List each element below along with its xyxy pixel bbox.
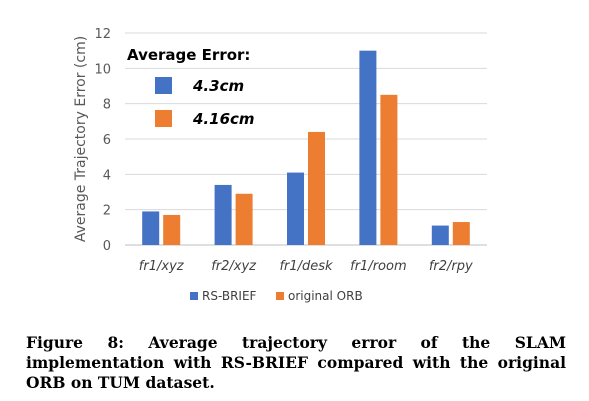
annotation-swatch-rs-brief — [155, 77, 172, 94]
annotation-value-original-orb: 4.16cm — [192, 110, 255, 128]
bar-rs-brief-fr1-room — [359, 50, 377, 245]
y-axis-label: Average Trajectory Error (cm) — [73, 36, 89, 242]
y-tick-label: 10 — [94, 62, 111, 77]
bar-rs-brief-fr2-xyz — [214, 184, 232, 245]
y-axis-ticks: 0 2 4 6 8 10 12 — [94, 27, 111, 254]
annotation-swatch-original-orb — [155, 110, 172, 127]
y-tick-label: 6 — [103, 133, 111, 148]
figure-caption: Figure 8: Average trajectory error of th… — [26, 333, 566, 392]
bar-chart: 0 2 4 6 8 10 12 fr1/xyz fr2/xyz fr1/desk fr1/room… — [73, 27, 487, 303]
legend-swatch-original-orb — [276, 292, 284, 300]
legend: RS-BRIEF original ORB — [190, 289, 363, 303]
x-category-label: fr1/xyz — [139, 259, 185, 274]
bars — [142, 50, 470, 245]
annotation-value-rs-brief: 4.3cm — [192, 77, 244, 95]
gridlines — [125, 32, 487, 246]
bar-rs-brief-fr1-xyz — [142, 211, 160, 245]
x-category-label: fr2/xyz — [211, 259, 257, 274]
x-category-label: fr1/room — [350, 259, 407, 274]
y-tick-label: 12 — [94, 27, 111, 42]
y-tick-label: 2 — [103, 204, 111, 219]
bar-original-orb-fr1-desk — [308, 131, 325, 245]
average-error-annotation: Average Error: 4.3cm 4.16cm — [127, 46, 255, 128]
y-tick-label: 4 — [103, 168, 111, 183]
annotation-title: Average Error: — [127, 46, 250, 64]
bar-original-orb-fr1-room — [380, 94, 398, 245]
bar-rs-brief-fr1-desk — [287, 172, 304, 245]
legend-label-original-orb: original ORB — [288, 289, 363, 303]
legend-label-rs-brief: RS-BRIEF — [202, 289, 257, 303]
legend-swatch-rs-brief — [190, 292, 198, 300]
bar-rs-brief-fr2-rpy — [431, 225, 449, 245]
bar-original-orb-fr2-xyz — [235, 193, 253, 245]
x-category-label: fr1/desk — [279, 259, 333, 274]
bar-original-orb-fr2-rpy — [452, 222, 470, 245]
x-category-label: fr2/rpy — [429, 259, 473, 274]
y-tick-label: 0 — [103, 239, 111, 254]
bar-original-orb-fr1-xyz — [163, 214, 181, 245]
x-axis-categories: fr1/xyz fr2/xyz fr1/desk fr1/room fr2/rpy — [139, 259, 473, 274]
y-tick-label: 8 — [103, 98, 111, 113]
